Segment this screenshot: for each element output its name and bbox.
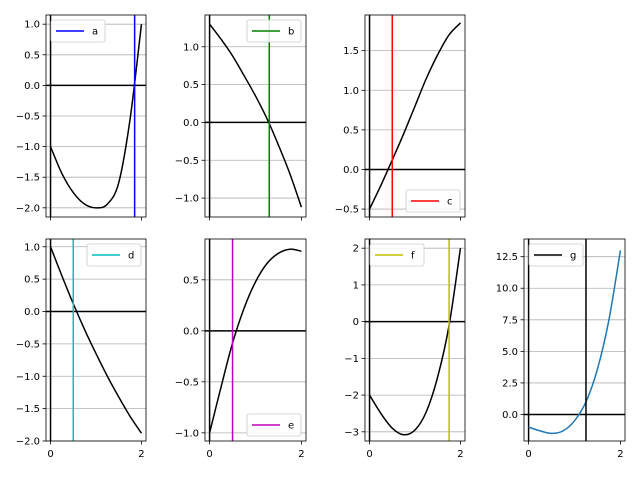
curve-b (208, 23, 303, 208)
ytick-label-a-1: 0.5 (24, 50, 40, 61)
ytick-label-a-0: 1.0 (24, 20, 40, 31)
legend-e: e (246, 413, 302, 437)
xtick-label-g-1: 2 (617, 449, 623, 460)
axes-frame-f (364, 238, 466, 442)
subplot-b: 1.0 0.5 0.0 −0.5 −1.0 b (175, 14, 307, 221)
ytick-label-g-2: 7.5 (502, 315, 518, 326)
xtick-label-g-0: 0 (525, 449, 531, 460)
legend-a: a (50, 19, 106, 43)
ytick-label-g-3: 5.0 (502, 347, 518, 358)
curve-f (368, 248, 462, 436)
xtick-label-e-1: 2 (298, 449, 304, 460)
ytick-label-f-3: −1 (344, 354, 359, 365)
ytick-label-b-0: 1.0 (183, 42, 199, 53)
curve-g (528, 250, 622, 435)
subplot-grid: 1.0 0.5 0.0 −0.5 −1.0 −1.5 −2.0 a 1.0 0.5 0.0 −0.5 −… (16, 14, 626, 460)
ytick-label-c-0: 1.5 (343, 46, 359, 57)
subplot-d: 1.0 0.5 0.0 −0.5 −1.0 −1.5 −2.0 0 2 d (16, 238, 147, 460)
axes-frame-g (523, 238, 626, 442)
ytick-label-c-3: 0.0 (343, 165, 359, 176)
xtick-label-d-1: 2 (138, 449, 144, 460)
subplot-e: 0.5 0.0 −0.5 −1.0 0 2 e (175, 238, 307, 460)
ytick-label-g-5: 0.0 (502, 410, 518, 421)
ytick-label-e-2: −0.5 (175, 377, 199, 388)
ytick-label-a-2: 0.0 (24, 81, 40, 92)
ytick-label-e-0: 0.5 (183, 275, 199, 286)
subplot-g: 12.5 10.0 7.5 5.0 2.5 0.0 0 2 g (496, 238, 626, 460)
ytick-label-e-1: 0.0 (183, 326, 199, 337)
ytick-label-b-2: 0.0 (183, 118, 199, 129)
legend-label-c: c (447, 197, 453, 208)
legend-label-g: g (570, 251, 576, 262)
ytick-label-g-1: 10.0 (496, 284, 518, 295)
xtick-label-f-1: 2 (457, 449, 463, 460)
subplot-f: 2 1 0 −1 −2 −3 0 2 f (344, 238, 466, 460)
ytick-label-a-5: −1.5 (16, 173, 40, 184)
legend-d: d (86, 243, 142, 267)
axes-frame-b (204, 14, 307, 218)
legend-f: f (369, 243, 425, 267)
legend-g: g (528, 243, 584, 267)
ytick-label-d-5: −1.5 (16, 404, 40, 415)
curve-c (368, 22, 461, 210)
ytick-label-c-2: 0.5 (343, 125, 359, 136)
ytick-label-f-0: 2 (353, 244, 359, 255)
ytick-label-a-4: −1.0 (16, 142, 40, 153)
curve-a (49, 24, 143, 209)
legend-label-b: b (288, 27, 294, 38)
xtick-label-e-0: 0 (206, 449, 212, 460)
ytick-label-e-3: −1.0 (175, 428, 199, 439)
axes-frame-d (45, 238, 147, 442)
ytick-label-d-1: 0.5 (24, 275, 40, 286)
ytick-label-a-3: −0.5 (16, 112, 40, 123)
xtick-label-d-0: 0 (47, 449, 53, 460)
ytick-label-b-1: 0.5 (183, 80, 199, 91)
ytick-label-f-4: −2 (344, 391, 359, 402)
axes-frame-e (204, 238, 307, 442)
subplot-a: 1.0 0.5 0.0 −0.5 −1.0 −1.5 −2.0 a (16, 14, 147, 221)
ytick-label-g-4: 2.5 (502, 378, 518, 389)
legend-label-f: f (411, 251, 415, 262)
legend-label-e: e (288, 421, 294, 432)
curve-d (49, 246, 143, 434)
xtick-label-f-0: 0 (366, 449, 372, 460)
ytick-label-c-4: −0.5 (335, 205, 359, 216)
ytick-label-c-1: 1.0 (343, 86, 359, 97)
ytick-label-f-1: 1 (353, 280, 359, 291)
curve-e (208, 248, 302, 434)
ytick-label-d-0: 1.0 (24, 242, 40, 253)
ytick-label-b-3: −0.5 (175, 156, 199, 167)
legend-b: b (246, 19, 302, 43)
legend-label-d: d (128, 251, 134, 262)
axes-frame-c (364, 14, 466, 218)
ytick-label-f-2: 0 (353, 317, 359, 328)
ytick-label-g-0: 12.5 (496, 252, 518, 263)
ytick-label-a-6: −2.0 (16, 203, 40, 214)
ytick-label-d-6: −2.0 (16, 437, 40, 448)
ytick-label-d-4: −1.0 (16, 372, 40, 383)
legend-label-a: a (92, 27, 98, 38)
subplot-c: 1.5 1.0 0.5 0.0 −0.5 c (335, 14, 466, 221)
ytick-label-d-2: 0.0 (24, 307, 40, 318)
legend-c: c (405, 189, 461, 213)
ytick-label-b-4: −1.0 (175, 194, 199, 205)
ytick-label-f-5: −3 (344, 427, 359, 438)
ytick-label-d-3: −0.5 (16, 339, 40, 350)
